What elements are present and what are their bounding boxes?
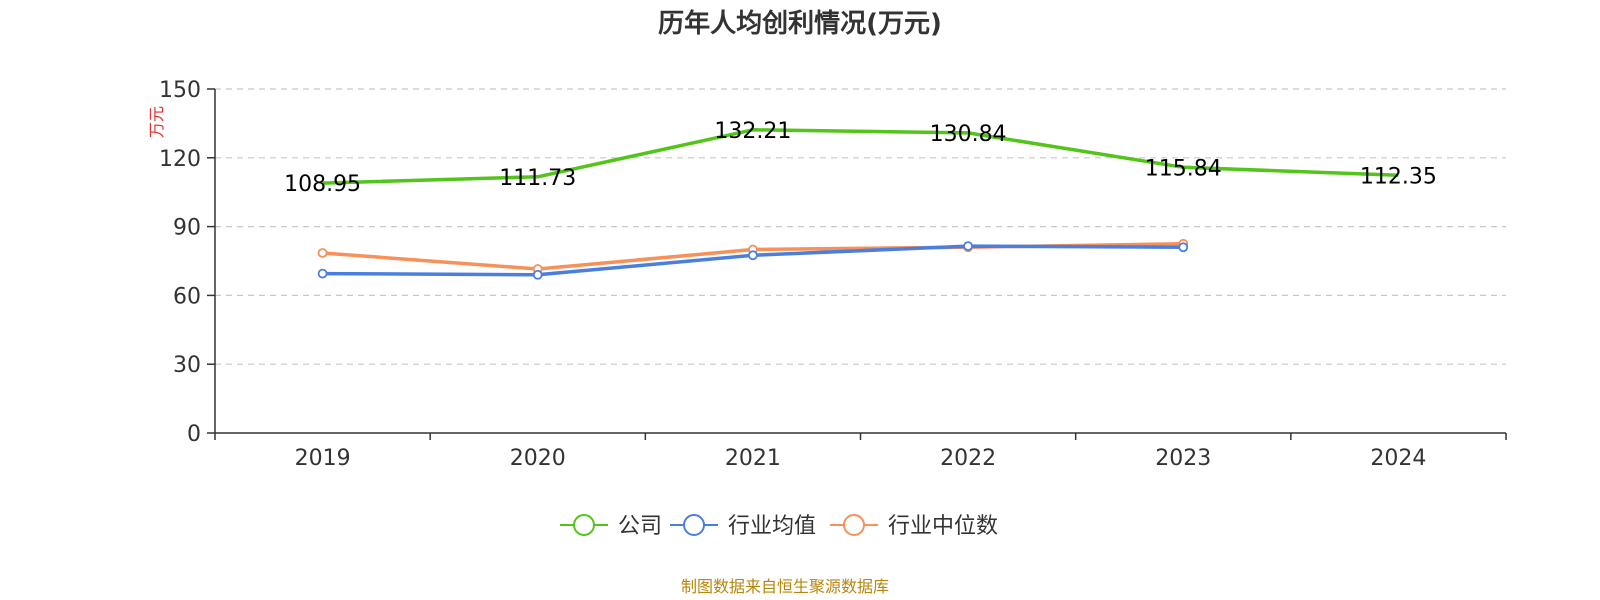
data-label: 111.73 (499, 166, 576, 191)
x-tick-label: 2022 (940, 446, 996, 471)
legend-label: 公司 (618, 514, 662, 539)
data-point[interactable] (317, 268, 328, 279)
legend-marker-icon (573, 514, 595, 536)
x-tick-label: 2020 (510, 446, 566, 471)
y-tick-label: 90 (173, 216, 201, 241)
legend-marker-icon (843, 514, 865, 536)
legend-item-1[interactable]: 行业均值 (670, 514, 816, 539)
series-lines (317, 128, 1399, 280)
data-point[interactable] (963, 241, 973, 251)
legend[interactable]: 公司 行业均值 行业中位数 (560, 514, 998, 539)
data-point[interactable] (748, 250, 758, 261)
data-point[interactable] (317, 248, 328, 258)
data-label: 132.21 (714, 119, 791, 144)
data-point[interactable] (1178, 242, 1189, 253)
source-note: 制图数据来自恒生聚源数据库 (681, 577, 889, 596)
data-labels: 108.95 111.73 132.21 130.84 115.84 112.35 (284, 119, 1437, 197)
legend-item-2[interactable]: 行业中位数 (830, 514, 998, 539)
axes: 0 30 60 90 120 150 2019 2020 2021 2022 2023 2024 (159, 78, 1507, 471)
legend-marker-icon (683, 514, 705, 536)
x-tick-label: 2019 (295, 446, 351, 471)
data-label: 112.35 (1360, 164, 1437, 189)
data-label: 130.84 (930, 122, 1007, 147)
y-tick-label: 60 (173, 284, 201, 309)
y-tick-label: 120 (159, 147, 201, 172)
x-tick-label: 2024 (1370, 446, 1426, 471)
series-line-0[interactable] (322, 128, 1399, 185)
legend-label: 行业中位数 (888, 514, 998, 539)
x-tick-label: 2021 (725, 446, 781, 471)
chart-title: 历年人均创利情况(万元) (658, 8, 942, 39)
y-axis-label: 万元 (147, 106, 166, 138)
legend-item-0[interactable]: 公司 (560, 514, 662, 539)
data-point[interactable] (532, 269, 543, 280)
y-tick-label: 0 (187, 422, 201, 447)
data-label: 108.95 (284, 172, 361, 197)
legend-label: 行业均值 (728, 514, 816, 539)
y-tick-label: 30 (173, 353, 201, 378)
x-tick-label: 2023 (1155, 446, 1211, 471)
data-label: 115.84 (1145, 156, 1222, 181)
y-tick-label: 150 (159, 78, 201, 103)
